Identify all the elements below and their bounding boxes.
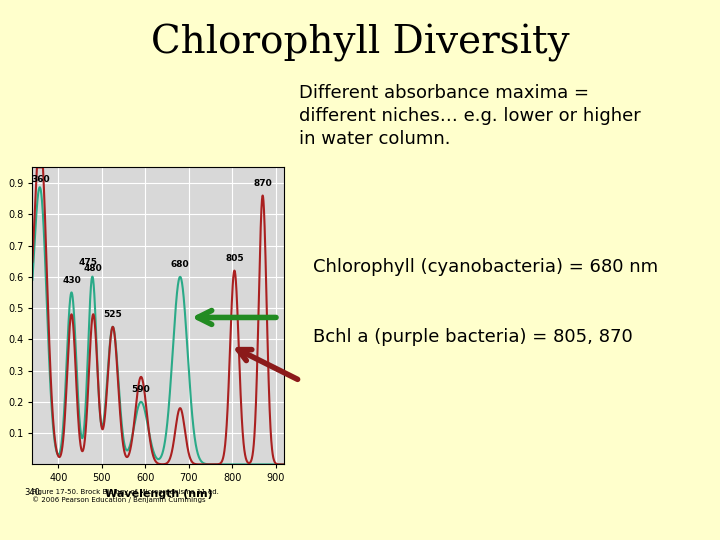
X-axis label: Wavelength (nm): Wavelength (nm) xyxy=(104,489,212,499)
Text: 590: 590 xyxy=(132,385,150,394)
Text: 475: 475 xyxy=(79,259,98,267)
Y-axis label: Absorbance: Absorbance xyxy=(0,287,2,345)
Text: Chlorophyll Diversity: Chlorophyll Diversity xyxy=(150,24,570,62)
Text: 340: 340 xyxy=(24,488,40,497)
Text: Figure 17-50. Brock Biology of Microorganisms 11 ed.
© 2006 Pearson Education / : Figure 17-50. Brock Biology of Microorga… xyxy=(32,489,220,503)
Text: Different absorbance maxima =
different niches… e.g. lower or higher
in water co: Different absorbance maxima = different … xyxy=(299,84,641,147)
Text: 480: 480 xyxy=(84,264,103,273)
Text: Bchl a (purple bacteria) = 805, 870: Bchl a (purple bacteria) = 805, 870 xyxy=(313,328,633,347)
Text: 360: 360 xyxy=(32,176,50,184)
Text: 680: 680 xyxy=(171,260,189,269)
Text: 430: 430 xyxy=(62,275,81,285)
Text: 805: 805 xyxy=(225,254,244,263)
Text: 525: 525 xyxy=(104,310,122,319)
Text: 870: 870 xyxy=(253,179,272,188)
Text: Chlorophyll (cyanobacteria) = 680 nm: Chlorophyll (cyanobacteria) = 680 nm xyxy=(313,258,658,276)
